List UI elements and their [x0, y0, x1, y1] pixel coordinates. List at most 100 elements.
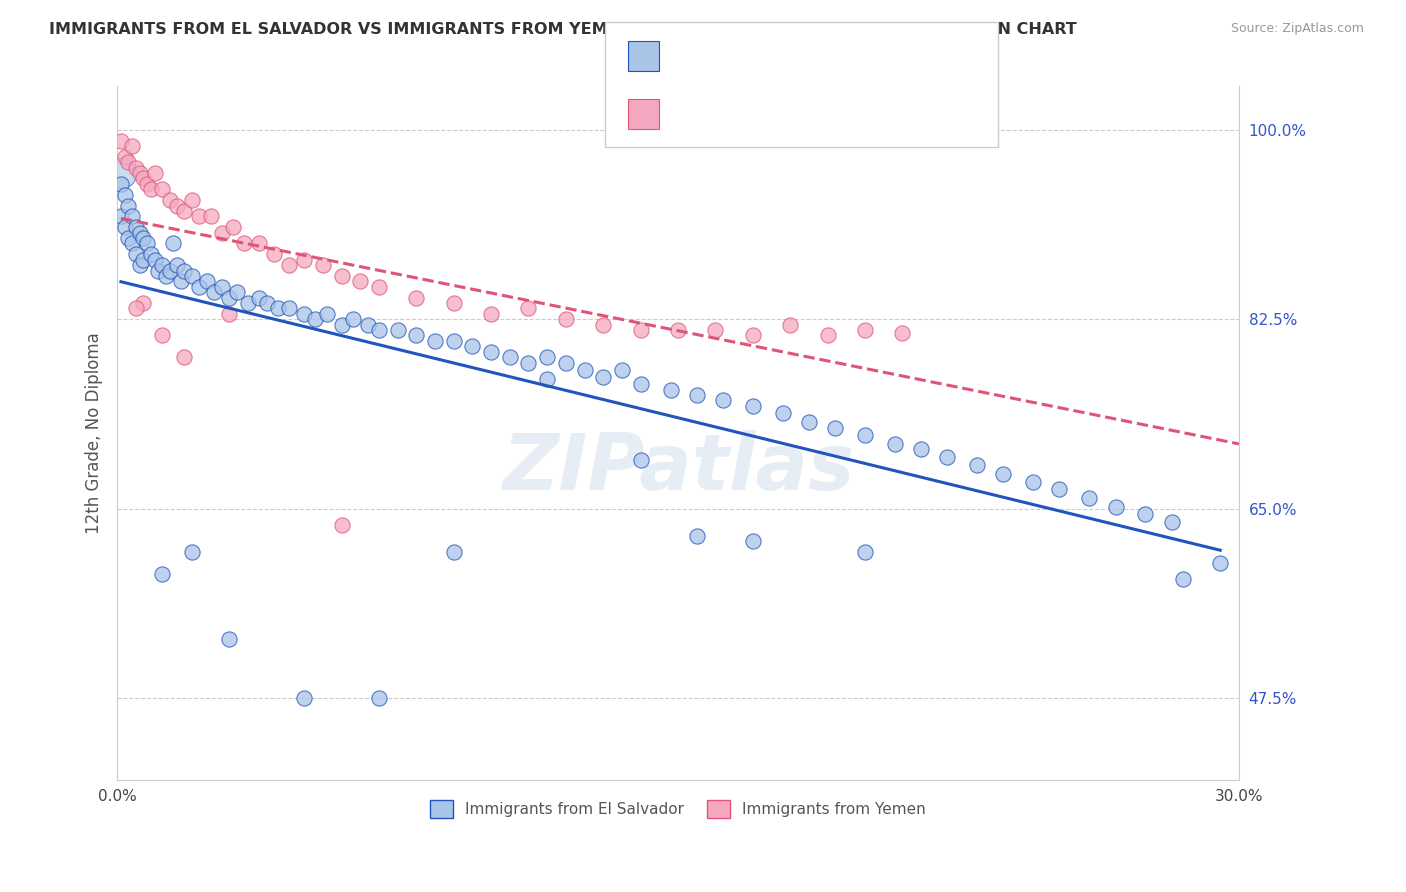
- Point: [121, 236, 143, 251]
- Point: [195, 274, 218, 288]
- Point: [125, 220, 148, 235]
- Point: [342, 312, 364, 326]
- Text: N =: N =: [779, 46, 815, 65]
- Point: [330, 518, 353, 533]
- Point: [225, 285, 247, 300]
- Point: [211, 226, 233, 240]
- Point: [222, 220, 245, 235]
- Point: [143, 252, 166, 267]
- Point: [218, 632, 240, 646]
- Point: [128, 166, 150, 180]
- Point: [181, 268, 204, 283]
- Point: [125, 161, 148, 175]
- Point: [117, 231, 139, 245]
- Point: [1171, 572, 1194, 586]
- Point: [159, 263, 181, 277]
- Point: [132, 296, 155, 310]
- Point: [136, 177, 159, 191]
- Point: [170, 274, 193, 288]
- Point: [181, 193, 204, 207]
- Point: [173, 263, 195, 277]
- Point: [536, 350, 558, 364]
- Point: [592, 369, 614, 384]
- Point: [1022, 475, 1045, 489]
- Point: [592, 318, 614, 332]
- Point: [1209, 556, 1232, 570]
- Point: [125, 301, 148, 316]
- Point: [218, 291, 240, 305]
- Point: [150, 566, 173, 581]
- Point: [162, 236, 184, 251]
- Point: [315, 307, 337, 321]
- Point: [218, 307, 240, 321]
- Point: [292, 691, 315, 706]
- Text: 90: 90: [815, 46, 838, 65]
- Point: [292, 252, 315, 267]
- Y-axis label: 12th Grade, No Diploma: 12th Grade, No Diploma: [86, 332, 103, 533]
- Point: [423, 334, 446, 348]
- Point: [853, 545, 876, 559]
- Point: [267, 301, 290, 316]
- Point: [121, 210, 143, 224]
- Point: [1104, 500, 1126, 514]
- Text: IMMIGRANTS FROM EL SALVADOR VS IMMIGRANTS FROM YEMEN 12TH GRADE, NO DIPLOMA CORR: IMMIGRANTS FROM EL SALVADOR VS IMMIGRANT…: [49, 22, 1077, 37]
- Point: [278, 258, 301, 272]
- Text: Source: ZipAtlas.com: Source: ZipAtlas.com: [1230, 22, 1364, 36]
- Point: [263, 247, 285, 261]
- Point: [148, 263, 170, 277]
- Point: [139, 182, 162, 196]
- Point: [114, 150, 136, 164]
- Point: [150, 258, 173, 272]
- Point: [200, 210, 222, 224]
- Point: [704, 323, 727, 337]
- Point: [233, 236, 256, 251]
- Point: [405, 291, 427, 305]
- Point: [443, 545, 465, 559]
- Point: [278, 301, 301, 316]
- Point: [188, 210, 211, 224]
- Text: R =: R =: [671, 104, 707, 123]
- Point: [155, 268, 177, 283]
- Point: [143, 166, 166, 180]
- Point: [114, 220, 136, 235]
- Point: [202, 285, 225, 300]
- Point: [499, 350, 522, 364]
- Point: [188, 279, 211, 293]
- Point: [479, 307, 502, 321]
- Point: [666, 323, 689, 337]
- Point: [443, 334, 465, 348]
- Point: [461, 339, 484, 353]
- Point: [256, 296, 278, 310]
- Point: [741, 534, 763, 549]
- Text: 48: 48: [815, 104, 838, 123]
- Point: [368, 279, 391, 293]
- Point: [125, 247, 148, 261]
- Point: [610, 363, 633, 377]
- Point: [349, 274, 371, 288]
- Point: [128, 226, 150, 240]
- Point: [150, 328, 173, 343]
- Point: [236, 296, 259, 310]
- Point: [536, 372, 558, 386]
- Text: R =: R =: [671, 46, 707, 65]
- Point: [884, 437, 907, 451]
- Point: [966, 458, 988, 473]
- Point: [772, 407, 794, 421]
- Point: [110, 134, 132, 148]
- Point: [387, 323, 409, 337]
- Point: [1135, 507, 1157, 521]
- Point: [554, 312, 576, 326]
- Point: [117, 198, 139, 212]
- Point: [630, 453, 652, 467]
- Point: [304, 312, 326, 326]
- Point: [136, 236, 159, 251]
- Point: [517, 301, 540, 316]
- Point: [517, 355, 540, 369]
- Point: [110, 177, 132, 191]
- Point: [159, 193, 181, 207]
- Point: [292, 307, 315, 321]
- Point: [797, 415, 820, 429]
- Point: [110, 210, 132, 224]
- Point: [132, 252, 155, 267]
- Point: [247, 291, 270, 305]
